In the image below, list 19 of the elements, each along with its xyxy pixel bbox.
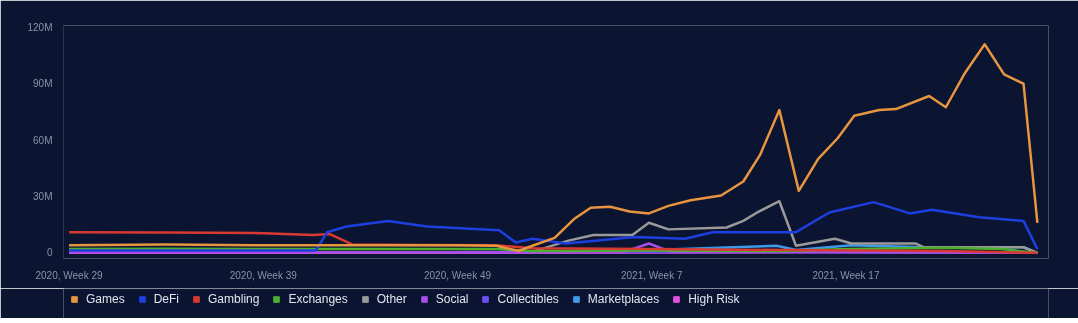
x-tick-label: 2020, Week 49 [423,269,492,281]
legend-label: Social [435,292,469,306]
legend-label: High Risk [688,292,740,306]
y-tick-label: 120M [27,21,53,33]
legend-label: Games [86,292,125,306]
x-tick-label: 2020, Week 39 [229,269,298,281]
legend-label: Collectibles [497,292,559,306]
x-tick-label: 2021, Week 7 [620,269,683,281]
y-tick-label: 0 [46,247,53,259]
y-tick-label: 60M [33,134,53,146]
y-tick-label: 90M [33,78,53,90]
legend-label: Marketplaces [587,292,660,306]
legend-label: DeFi [153,292,180,306]
legend-label: Gambling [208,292,260,306]
legend-label: Other [376,292,407,306]
x-tick-label: 2021, Week 17 [812,269,880,281]
legend-label: Exchanges [288,292,348,306]
x-tick-label: 2020, Week 29 [35,269,104,281]
y-tick-label: 30M [33,190,53,202]
